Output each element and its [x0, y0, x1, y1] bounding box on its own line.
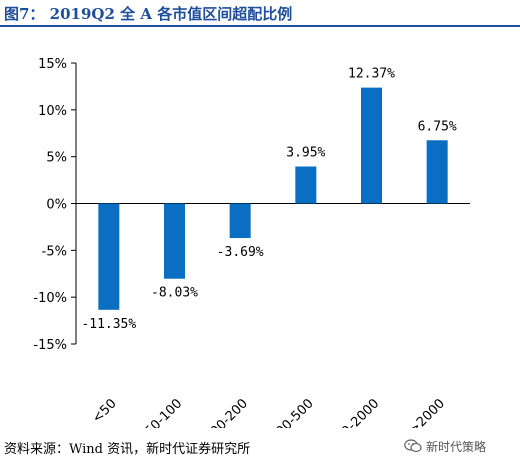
watermark-label: 新时代策略 — [426, 439, 487, 454]
title-bar: 图7： 2019Q2 全 A 各市值区间超配比例 — [0, 0, 520, 27]
y-tick-label: -5% — [42, 244, 67, 259]
x-tick-label: 500-2000 — [327, 396, 382, 428]
data-label: -11.35% — [81, 317, 136, 332]
bar — [361, 87, 382, 204]
y-tick-label: 5% — [46, 151, 67, 166]
bar — [164, 203, 185, 279]
data-label: -3.69% — [217, 245, 264, 260]
bar — [98, 203, 120, 310]
title-divider — [0, 25, 520, 27]
data-label: -8.03% — [151, 286, 198, 301]
x-tick-label: <50 — [90, 396, 120, 426]
bar — [295, 166, 317, 204]
source-note: 资料来源：Wind 资讯，新时代证券研究所 — [4, 442, 251, 457]
data-label: 12.37% — [348, 67, 395, 82]
x-tick-label: 200-500 — [268, 396, 317, 428]
bar-chart: 15% 10% 5% 0% -5% -10% -15% -11.35% <50 -8.03% 50-… — [33, 57, 470, 428]
x-tick-label: 100-200 — [202, 396, 251, 428]
data-label: 6.75% — [418, 119, 457, 134]
x-tick-label: >2000 — [406, 396, 448, 428]
x-tick-label: 50-100 — [142, 396, 185, 428]
data-label: 3.95% — [286, 146, 325, 161]
wechat-icon — [404, 439, 422, 453]
y-tick-label: -10% — [33, 291, 67, 306]
y-tick-label: -15% — [33, 338, 67, 353]
y-tick-label: 15% — [38, 57, 67, 72]
y-tick-label: 0% — [46, 198, 67, 213]
watermark: 新时代策略 — [404, 434, 486, 458]
y-tick-label: 10% — [38, 104, 67, 119]
bar — [426, 140, 448, 204]
bar — [229, 203, 251, 239]
page-title: 图7： 2019Q2 全 A 各市值区间超配比例 — [4, 5, 293, 23]
